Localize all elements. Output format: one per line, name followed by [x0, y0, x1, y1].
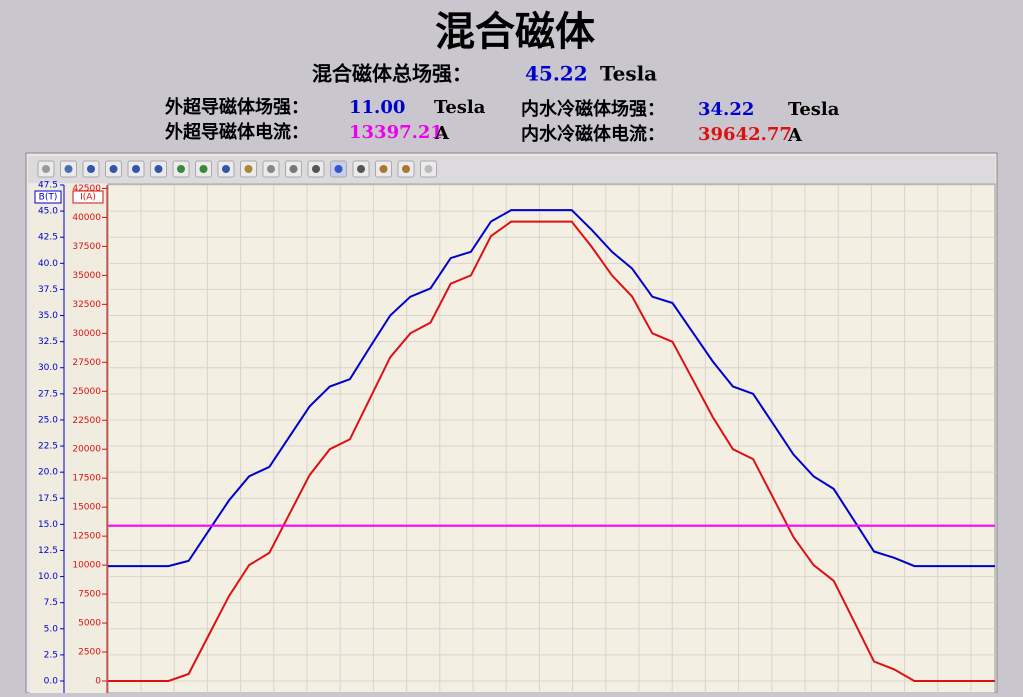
y2-tick-label: 32500	[72, 300, 101, 310]
y2-tick-label: 7500	[78, 590, 101, 600]
data-line	[108, 209, 995, 568]
y-tick-label: 47.5	[38, 181, 58, 191]
label: 外超导磁体电流：	[165, 121, 309, 143]
y-tick-label: 5.0	[44, 624, 59, 634]
y2-tick-label: 22500	[72, 416, 101, 426]
y2-tick-label: 37500	[72, 242, 101, 252]
toolbar-icon	[154, 165, 163, 173]
value: 13397.21	[349, 122, 443, 143]
toolbar-icon	[334, 165, 343, 173]
label: 内水冷磁体电流：	[521, 123, 665, 145]
y-tick-label: 25.0	[38, 415, 58, 425]
y-tick-label: 45.0	[38, 207, 58, 217]
axis-area	[30, 184, 108, 693]
y-tick-label: 0.0	[44, 677, 59, 687]
y-tick-label: 20.0	[38, 468, 58, 478]
y-tick-label: 32.5	[38, 337, 58, 347]
label: 混合磁体总场强：	[312, 62, 472, 86]
y-tick-label: 30.0	[38, 363, 58, 373]
y2-tick-label: 12500	[72, 532, 101, 542]
toolbar-icon	[222, 165, 230, 173]
y-tick-label: 42.5	[38, 233, 58, 243]
toolbar-icon	[379, 165, 388, 173]
header-values: 混合磁体总场强： 45.22 Tesla 外超导磁体场强： 11.00 Tesl…	[165, 62, 840, 147]
y-tick-label: 10.0	[38, 572, 58, 582]
y2-tick-label: 30000	[72, 329, 101, 339]
toolbar-icon	[177, 165, 185, 173]
toolbar-buttons	[37, 160, 437, 178]
y2-tick-label: 27500	[72, 358, 101, 368]
value: 11.00	[349, 97, 405, 118]
toolbar-icon	[312, 165, 320, 173]
y2-tick-label: 2500	[78, 648, 101, 658]
y-tick-label: 2.5	[44, 650, 58, 660]
y-tick-label: 7.5	[44, 598, 58, 608]
unit: A	[434, 123, 450, 144]
unit: Tesla	[600, 62, 657, 86]
toolbar-icon	[267, 165, 275, 173]
y2-tick-label: 17500	[72, 474, 101, 484]
toolbar-icon	[424, 165, 433, 173]
toolbar-icon	[109, 165, 118, 173]
y2-tick-label: 5000	[78, 619, 101, 629]
y2-tick-label: 10000	[72, 561, 101, 571]
unit: Tesla	[434, 97, 486, 118]
unit: A	[787, 125, 803, 146]
y2-axis-label: I(A)	[80, 193, 96, 203]
toolbar-icon	[357, 165, 365, 173]
y2-label-box	[72, 190, 104, 204]
label: 内水冷磁体场强：	[521, 98, 665, 120]
label: 外超导磁体场强：	[165, 96, 309, 118]
value: 45.22	[525, 62, 588, 86]
y-tick-label: 17.5	[38, 494, 58, 504]
y2-tick-label: 35000	[72, 271, 101, 281]
y-tick-label: 12.5	[38, 546, 58, 556]
toolbar-icon	[402, 165, 410, 173]
toolbar-icon	[132, 165, 140, 173]
title: 混合磁体	[435, 8, 595, 55]
y-tick-label: 27.5	[38, 389, 58, 399]
y-axis-label: B(T)	[39, 193, 58, 203]
toolbar-icon	[289, 165, 298, 173]
toolbar-icon	[199, 165, 208, 173]
y-tick-label: 37.5	[38, 285, 58, 295]
y2-tick-label: 20000	[72, 445, 101, 455]
toolbar-icon	[64, 165, 73, 173]
y2-tick-label: 0	[95, 677, 101, 687]
y2-tick-label: 25000	[72, 387, 101, 397]
data-line	[108, 220, 995, 682]
y-tick-label: 22.5	[38, 442, 58, 452]
y2-tick-label: 40000	[72, 213, 101, 223]
y2-tick-label: 42500	[72, 184, 101, 194]
toolbar-icon	[244, 165, 253, 173]
y-tick-label: 15.0	[38, 520, 58, 530]
value: 39642.77	[698, 124, 792, 145]
y-label-box	[34, 190, 62, 204]
vertical-grid	[140, 185, 972, 693]
toolbar-icon	[42, 165, 50, 173]
y2-tick-label: 15000	[72, 503, 101, 513]
unit: Tesla	[788, 99, 840, 120]
value: 34.22	[698, 99, 754, 120]
toolbar-icon	[87, 165, 95, 173]
y-tick-label: 40.0	[38, 259, 58, 269]
y-tick-label: 35.0	[38, 311, 58, 321]
